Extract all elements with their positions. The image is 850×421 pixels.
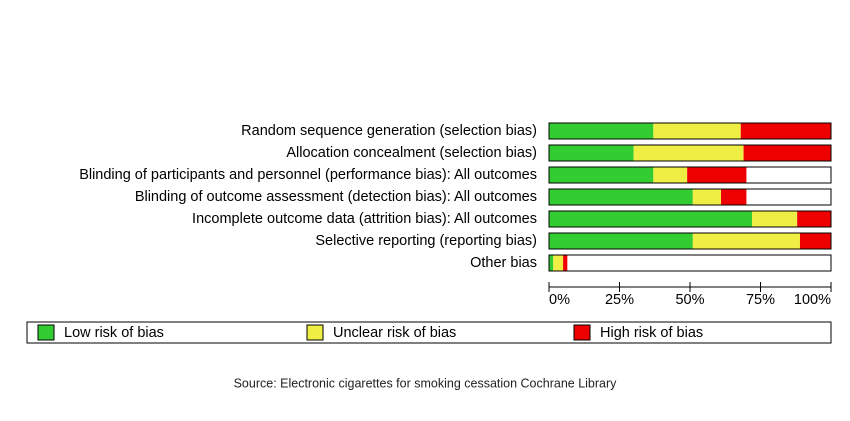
bar-segment bbox=[549, 255, 554, 271]
bar-segment bbox=[549, 211, 753, 227]
x-tick-label: 75% bbox=[746, 292, 775, 308]
bar-segment bbox=[692, 189, 722, 205]
bar-outline bbox=[548, 166, 832, 184]
bar-segment bbox=[692, 233, 800, 249]
bar-segment bbox=[549, 189, 693, 205]
bar-segment bbox=[549, 167, 654, 183]
bar-outline bbox=[548, 122, 832, 140]
bar-segment bbox=[740, 123, 831, 139]
category-label: Other bias bbox=[470, 255, 537, 271]
bar-outline bbox=[548, 144, 832, 162]
category-label: Selective reporting (reporting bias) bbox=[315, 233, 537, 249]
bar-segment bbox=[553, 255, 564, 271]
bar-outline bbox=[548, 188, 832, 206]
bar-segment bbox=[653, 123, 741, 139]
bar-segment bbox=[752, 211, 798, 227]
bar-outline bbox=[548, 254, 832, 272]
legend-swatch bbox=[37, 324, 55, 341]
category-label: Incomplete outcome data (attrition bias)… bbox=[192, 211, 537, 227]
x-tick-label: 25% bbox=[605, 292, 634, 308]
legend-box bbox=[26, 321, 832, 344]
category-label: Allocation concealment (selection bias) bbox=[286, 145, 537, 161]
bar-segment bbox=[687, 167, 747, 183]
x-tick-label: 100% bbox=[794, 292, 831, 308]
bar-frame bbox=[548, 254, 832, 272]
bar-outline bbox=[548, 232, 832, 250]
bar-segment bbox=[797, 211, 831, 227]
bar-segment bbox=[549, 123, 654, 139]
x-tick-label: 0% bbox=[549, 292, 570, 308]
category-label: Random sequence generation (selection bi… bbox=[241, 123, 537, 139]
bar-segment bbox=[743, 145, 831, 161]
category-label: Blinding of outcome assessment (detectio… bbox=[135, 189, 537, 205]
bar-segment bbox=[549, 233, 693, 249]
bar-segment bbox=[799, 233, 831, 249]
bar-segment bbox=[721, 189, 747, 205]
legend-label: Low risk of bias bbox=[64, 325, 164, 341]
legend-label: Unclear risk of bias bbox=[333, 325, 456, 341]
bar-segment bbox=[563, 255, 568, 271]
x-tick-label: 50% bbox=[675, 292, 704, 308]
bar-segment bbox=[549, 145, 634, 161]
legend-swatch bbox=[306, 324, 324, 341]
source-note: Source: Electronic cigarettes for smokin… bbox=[234, 376, 618, 390]
legend-swatch bbox=[573, 324, 591, 341]
category-label: Blinding of participants and personnel (… bbox=[79, 167, 537, 183]
legend-label: High risk of bias bbox=[600, 325, 703, 341]
bar-segment bbox=[653, 167, 688, 183]
bar-segment bbox=[633, 145, 744, 161]
bar-outline bbox=[548, 210, 832, 228]
